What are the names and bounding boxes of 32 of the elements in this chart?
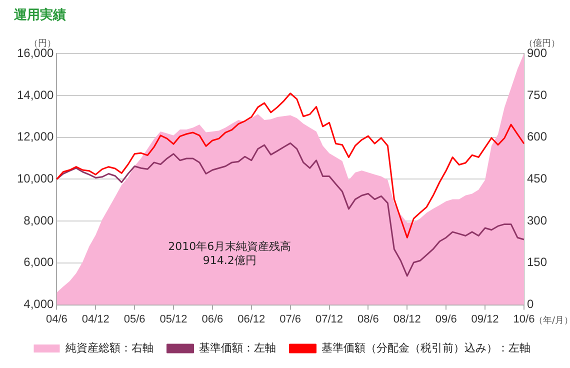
x-tick-label: 10/6: [513, 313, 535, 326]
x-tick-label: 09/6: [435, 313, 457, 326]
x-tick-label: 09/12: [471, 313, 499, 326]
chart-title: 運用実績: [13, 7, 66, 24]
y2-tick-label: 600: [526, 130, 548, 144]
y-tick-label: 10,000: [17, 172, 54, 186]
y2-tick-label: 150: [526, 255, 548, 270]
x-tick-label: 05/12: [160, 313, 188, 326]
y-tick-label: 4,000: [24, 297, 54, 312]
x-tick-label: 08/6: [358, 313, 379, 326]
y-tick-label: 14,000: [17, 88, 54, 102]
y-tick-label: 6,000: [24, 255, 54, 270]
x-axis-title: （年/月）: [534, 315, 570, 326]
legend-label: 基準価額：左軸: [198, 341, 276, 354]
y-tick-label: 12,000: [17, 130, 54, 144]
y2-tick-label: 450: [526, 172, 548, 186]
legend-label: 基準価額（分配金（税引前）込み）：左軸: [321, 341, 530, 354]
x-tick-label: 06/6: [202, 313, 224, 326]
x-tick-label: 04/12: [82, 313, 110, 326]
annotation: 2010年6月末純資産残高 914.2億円: [168, 240, 292, 267]
y2-tick-label: 750: [526, 88, 548, 102]
y2-axis-title: （億円）: [524, 38, 560, 49]
x-tick-label: 07/12: [316, 313, 344, 326]
y2-tick-label: 0: [526, 297, 534, 312]
x-tick-label: 04/6: [46, 313, 68, 326]
x-tick-label: 08/12: [393, 313, 421, 326]
legend-label: 純資産総額：右軸: [65, 341, 154, 354]
x-tick-label: 06/12: [238, 313, 266, 326]
y2-tick-label: 300: [526, 213, 548, 228]
x-tick-label: 07/6: [280, 313, 302, 326]
y-tick-label: 8,000: [24, 213, 54, 228]
x-tick-label: 05/6: [124, 313, 146, 326]
